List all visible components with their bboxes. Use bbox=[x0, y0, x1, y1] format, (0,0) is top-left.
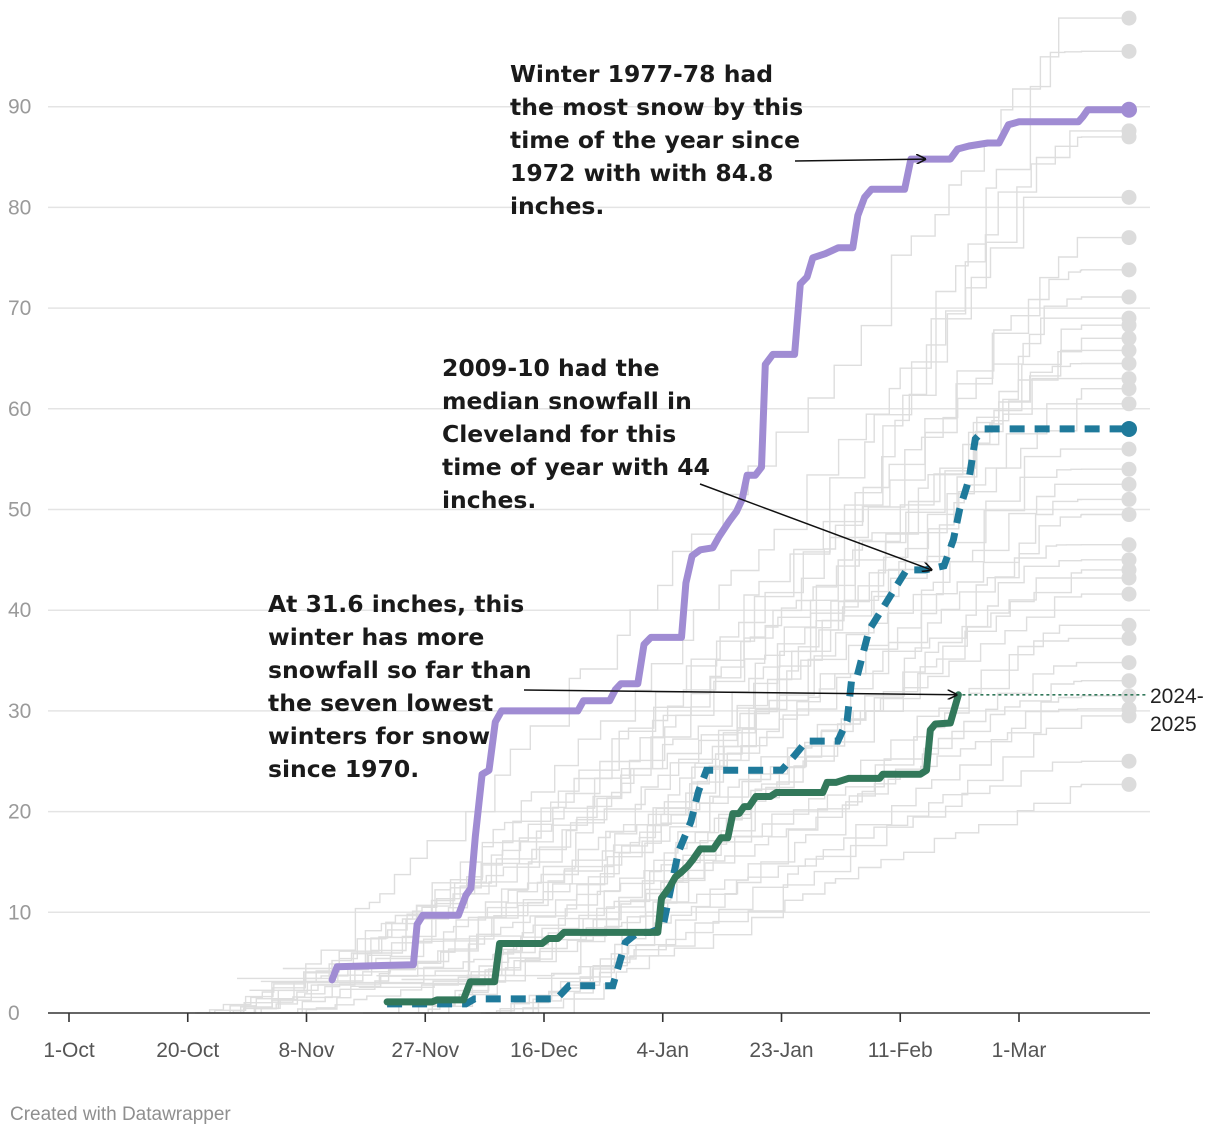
winter-line-22 bbox=[410, 559, 1133, 1014]
winter-line-30 bbox=[480, 695, 1133, 1014]
series-line-1977-78 bbox=[328, 106, 1137, 984]
winter-end-dot-19 bbox=[1121, 491, 1137, 507]
winter-end-dot-25 bbox=[1121, 586, 1137, 602]
winter-line-4 bbox=[260, 196, 1133, 983]
winter-line-21 bbox=[238, 544, 1133, 1014]
winter-line-29 bbox=[216, 680, 1133, 1014]
winter-end-dot-30 bbox=[1121, 688, 1137, 704]
winter-end-dot-0 bbox=[1121, 10, 1137, 26]
winter-line-34 bbox=[387, 783, 1133, 977]
reference-label-line-1: 2024- bbox=[1150, 685, 1204, 708]
x-tick-label-27-Nov: 27-Nov bbox=[391, 1039, 459, 1062]
annotation-2009-10: 2009-10 had the median snowfall in Cleve… bbox=[442, 354, 710, 514]
winter-line-9 bbox=[415, 324, 1133, 1014]
x-tick-label-20-Oct: 20-Oct bbox=[156, 1039, 219, 1062]
winter-end-dot-33 bbox=[1121, 753, 1137, 769]
gridlines: 0 10 20 30 40 50 60 70 80 90 bbox=[8, 96, 1150, 1025]
winter-end-dot-14 bbox=[1121, 381, 1137, 397]
winter-end-dot-26 bbox=[1121, 617, 1137, 633]
y-tick-label-70: 70 bbox=[8, 297, 31, 320]
winter-end-dot-7 bbox=[1121, 289, 1137, 305]
winter-end-dot-28 bbox=[1121, 655, 1137, 671]
winter-line-27 bbox=[485, 637, 1133, 1014]
annotation-arrow-1 bbox=[794, 159, 925, 161]
winter-end-dot-1 bbox=[1121, 43, 1137, 59]
series-line-2009-10 bbox=[387, 425, 1133, 1008]
winter-end-dot-32 bbox=[1121, 708, 1137, 724]
winter-end-dot-10 bbox=[1121, 330, 1137, 346]
x-tick-label-1-Mar: 1-Mar bbox=[992, 1039, 1047, 1062]
annotation-arrows bbox=[523, 159, 957, 695]
winter-line-12 bbox=[363, 362, 1133, 1014]
winter-end-dot-11 bbox=[1121, 342, 1137, 358]
y-tick-label-0: 0 bbox=[8, 1002, 20, 1025]
x-tick-label-11-Feb: 11-Feb bbox=[868, 1039, 933, 1062]
y-tick-label-50: 50 bbox=[8, 499, 31, 522]
winter-line-8 bbox=[223, 317, 1133, 1014]
winter-line-25 bbox=[206, 593, 1133, 1014]
winter-end-dot-6 bbox=[1121, 262, 1137, 278]
x-tick-label-8-Nov: 8-Nov bbox=[278, 1039, 335, 1062]
winter-end-dot-18 bbox=[1121, 476, 1137, 492]
winter-line-19 bbox=[280, 498, 1133, 1014]
winter-line-13 bbox=[209, 377, 1133, 1014]
series-line-2024-2025 bbox=[383, 691, 962, 1006]
annotation-arrow-3 bbox=[523, 689, 957, 695]
winter-line-14 bbox=[249, 388, 1133, 991]
winter-line-15 bbox=[399, 403, 1133, 1014]
annotation-2024-2025: At 31.6 inches, this winter has more sno… bbox=[268, 590, 532, 783]
winter-end-dot-12 bbox=[1121, 355, 1137, 371]
y-tick-label-80: 80 bbox=[8, 196, 31, 219]
reference-label-line-2: 2025 bbox=[1150, 713, 1197, 736]
series-end-dot-2009-10 bbox=[1121, 420, 1137, 437]
y-tick-label-90: 90 bbox=[8, 96, 31, 119]
winter-line-24 bbox=[358, 577, 1133, 988]
winter-line-2 bbox=[509, 130, 1133, 1014]
x-tick-label-4-Jan: 4-Jan bbox=[636, 1039, 689, 1062]
winter-end-dot-15 bbox=[1121, 396, 1137, 412]
winter-end-dot-17 bbox=[1121, 461, 1137, 477]
winter-end-dot-5 bbox=[1121, 230, 1137, 246]
series-end-dot-1977-78 bbox=[1121, 101, 1137, 118]
winter-line-3 bbox=[376, 136, 1133, 977]
winter-line-31 bbox=[282, 708, 1133, 970]
winter-end-dot-16 bbox=[1121, 441, 1137, 457]
winter-line-28 bbox=[481, 661, 1133, 1014]
winter-end-dot-34 bbox=[1121, 776, 1137, 792]
y-tick-label-60: 60 bbox=[8, 398, 31, 421]
annotation-1977-78: Winter 1977-78 had the most snow by this… bbox=[510, 60, 804, 220]
winter-end-dot-21 bbox=[1121, 537, 1137, 553]
winter-end-dot-29 bbox=[1121, 673, 1137, 689]
annotation-arrow-2 bbox=[699, 483, 932, 570]
winter-line-5 bbox=[334, 236, 1133, 984]
winter-line-0 bbox=[222, 17, 1133, 1014]
winter-end-dot-3 bbox=[1121, 129, 1137, 145]
winter-end-dot-9 bbox=[1121, 317, 1137, 333]
winter-line-18 bbox=[197, 483, 1133, 1014]
footer-credit: Created with Datawrapper bbox=[10, 1104, 231, 1125]
x-tick-label-16-Dec: 16-Dec bbox=[510, 1039, 578, 1062]
x-axis: 1-Oct 20-Oct 8-Nov 27-Nov 16-Dec 4-Jan 23-Jan 1… bbox=[43, 1012, 1150, 1062]
reference-line-2024-2025: 2024- 2025 bbox=[962, 685, 1204, 736]
y-tick-label-10: 10 bbox=[8, 901, 31, 924]
y-tick-label-40: 40 bbox=[8, 599, 31, 622]
winter-end-dots bbox=[1121, 10, 1137, 792]
winter-end-dot-20 bbox=[1121, 507, 1137, 523]
y-tick-label-30: 30 bbox=[8, 700, 31, 723]
y-tick-label-20: 20 bbox=[8, 801, 31, 824]
winter-end-dot-27 bbox=[1121, 630, 1137, 646]
x-tick-label-1-Oct: 1-Oct bbox=[43, 1039, 95, 1062]
winter-end-dot-4 bbox=[1121, 189, 1137, 205]
x-tick-label-23-Jan: 23-Jan bbox=[749, 1039, 813, 1062]
winter-line-33 bbox=[280, 760, 1133, 1014]
winter-end-dot-24 bbox=[1121, 570, 1137, 586]
